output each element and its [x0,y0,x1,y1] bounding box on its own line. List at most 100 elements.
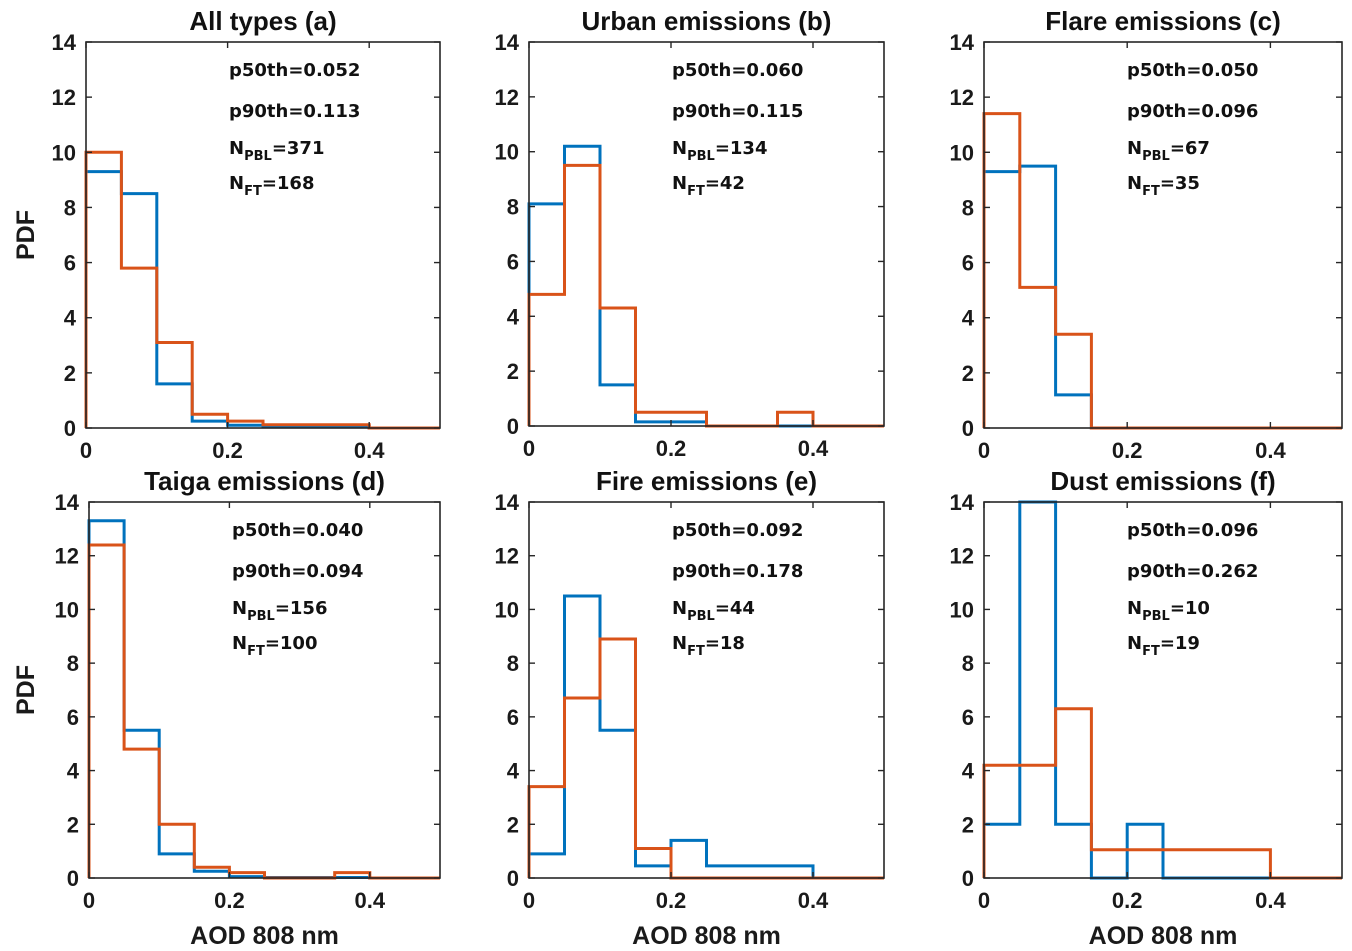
y-tick-label: 10 [52,140,76,165]
y-tick-label: 14 [55,490,80,515]
y-tick-label: 0 [507,414,519,439]
series-orange-step-line [527,163,884,428]
panel-title: Urban emissions (b) [582,6,832,36]
x-tick-label: 0 [978,438,990,463]
x-tick-label: 0.2 [1112,888,1143,913]
x-tick-label: 0 [978,888,990,913]
y-tick-label: 2 [67,812,79,837]
stat-n-ft: NFT=168 [229,173,314,199]
x-axis-label: AOD 808 nm [1089,922,1238,950]
y-tick-label: 0 [64,416,76,441]
y-tick-label: 14 [52,30,77,55]
y-tick-label: 10 [950,140,974,165]
y-tick-label: 14 [950,30,975,55]
series-blue-step-line [982,164,1342,430]
y-tick-label: 12 [495,544,519,569]
stat-n-pbl: NPBL=156 [232,598,327,624]
y-tick-label: 6 [64,251,76,276]
x-tick-label: 0.4 [798,888,829,913]
stat-n-ft: NFT=100 [232,633,317,659]
stat-n-pbl: NPBL=134 [672,138,767,164]
stat-n-pbl: NPBL=371 [229,138,324,164]
x-tick-label: 0.2 [1112,438,1143,463]
y-tick-label: 6 [507,249,519,274]
stat-p50: p50th=0.060 [672,60,803,81]
y-tick-label: 2 [962,361,974,386]
x-tick-label: 0 [83,888,95,913]
series-blue-step-line [84,170,440,430]
x-tick-label: 0.2 [656,888,687,913]
y-tick-label: 8 [64,195,76,220]
y-tick-label: 0 [962,416,974,441]
y-tick-label: 14 [950,490,975,515]
y-tick-label: 10 [55,597,79,622]
x-tick-label: 0.2 [214,888,245,913]
stat-n-ft: NFT=18 [672,633,745,659]
y-tick-label: 14 [495,30,520,55]
y-tick-label: 8 [507,651,519,676]
stat-n-ft: NFT=42 [672,173,745,199]
x-tick-label: 0 [523,436,535,461]
x-tick-label: 0.4 [355,888,386,913]
y-tick-label: 0 [67,866,79,891]
y-tick-label: 12 [55,544,79,569]
y-tick-label: 8 [962,651,974,676]
stat-p50: p50th=0.092 [672,520,803,541]
stat-n-pbl: NPBL=67 [1127,138,1210,164]
stat-p90: p90th=0.096 [1127,101,1258,122]
stat-n-pbl: NPBL=10 [1127,598,1210,624]
y-tick-label: 2 [507,359,519,384]
x-tick-label: 0.4 [354,438,385,463]
x-tick-label: 0.4 [1255,888,1286,913]
panel-title: Dust emissions (f) [1050,466,1275,496]
stat-p50: p50th=0.050 [1127,60,1258,81]
x-tick-label: 0.4 [798,436,829,461]
axes-frame [983,501,1343,879]
x-tick-label: 0.2 [656,436,687,461]
series-orange-step-line [87,543,440,880]
x-axis-label: AOD 808 nm [190,922,339,950]
stat-p90: p90th=0.115 [672,101,803,122]
y-tick-label: 0 [507,866,519,891]
series-orange-step-line [982,707,1342,880]
y-tick-label: 12 [950,85,974,110]
y-tick-label: 8 [962,195,974,220]
y-tick-label: 4 [507,304,520,329]
stat-p90: p90th=0.113 [229,101,360,122]
x-tick-label: 0.4 [1255,438,1286,463]
stat-p90: p90th=0.094 [232,561,363,582]
stat-p90: p90th=0.178 [672,561,803,582]
axes-frame [88,501,441,879]
y-tick-label: 14 [495,490,520,515]
panel-title: Flare emissions (c) [1045,6,1281,36]
panel-title: Fire emissions (e) [596,466,817,496]
y-tick-label: 6 [67,705,79,730]
histogram-panel: Urban emissions (b) 0 2 4 6 8 10 12 14 0 0.2 0.4 p50… [495,6,885,461]
y-tick-label: 2 [64,361,76,386]
y-tick-label: 10 [495,140,519,165]
axes-frame [528,41,885,427]
stat-n-pbl: NPBL=44 [672,598,755,624]
y-tick-label: 12 [950,544,974,569]
stat-p90: p90th=0.262 [1127,561,1258,582]
histogram-panel: Dust emissions (f) 0 2 4 6 8 10 12 14 0 0.2 0.4 p50t… [950,466,1343,950]
histogram-panel: Taiga emissions (d) 0 2 4 6 8 10 12 14 0 0.2 0.4 p50… [12,466,441,950]
y-tick-label: 4 [507,759,520,784]
x-tick-label: 0 [80,438,92,463]
y-tick-label: 4 [962,306,975,331]
y-tick-label: 6 [507,705,519,730]
axes-frame [983,41,1343,429]
stat-p50: p50th=0.040 [232,520,363,541]
stat-p50: p50th=0.096 [1127,520,1258,541]
y-tick-label: 6 [962,251,974,276]
y-tick-label: 12 [52,85,76,110]
y-tick-label: 10 [495,597,519,622]
y-tick-label: 4 [962,759,975,784]
y-tick-label: 12 [495,85,519,110]
x-tick-label: 0.2 [212,438,243,463]
histogram-panel: All types (a) 0 2 4 6 8 10 12 14 0 0.2 0.4 p50th=0.0… [12,6,441,463]
y-tick-label: 10 [950,597,974,622]
y-tick-label: 4 [64,306,77,331]
stat-p50: p50th=0.052 [229,60,360,81]
